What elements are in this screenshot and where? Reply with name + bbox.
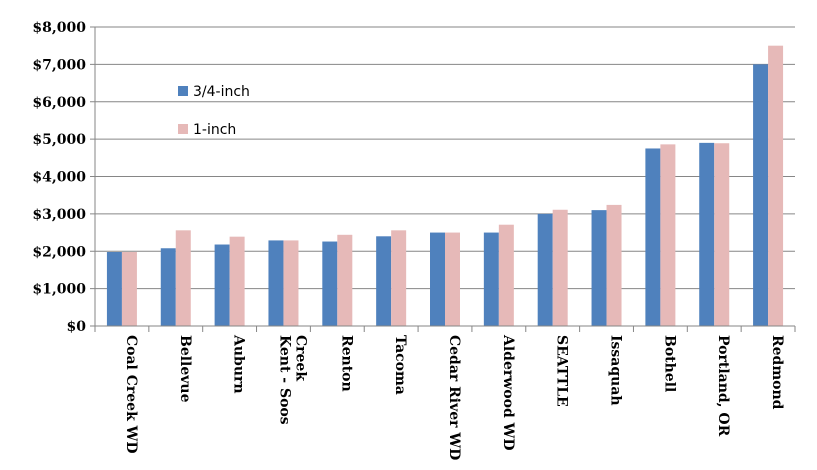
bar-one-inch xyxy=(175,230,191,326)
bar-three-quarter-inch xyxy=(483,232,499,326)
bar-three-quarter-inch xyxy=(214,244,230,326)
x-category-label: Coal Creek WD xyxy=(123,335,139,454)
bar-one-inch xyxy=(229,236,245,326)
bar-three-quarter-inch xyxy=(430,232,445,326)
bars xyxy=(106,45,784,326)
bar-three-quarter-inch xyxy=(699,142,715,326)
x-category-label: Alderwood WD xyxy=(500,334,516,451)
x-axis-labels: Coal Creek WD Bellevue Auburn Kent - Soos Cr… xyxy=(123,334,785,460)
x-category-label: Tacoma xyxy=(392,335,408,395)
y-tick-label: $5,000 xyxy=(32,132,86,148)
x-category-label: Auburn xyxy=(231,334,247,394)
bar-one-inch xyxy=(552,209,568,326)
x-category-label: Redmond xyxy=(769,335,785,410)
y-tick-label: $7,000 xyxy=(32,57,86,73)
x-category-label: Bothell xyxy=(661,335,677,392)
legend: 3/4-inch 1-inch xyxy=(178,84,250,138)
legend-swatch xyxy=(178,86,188,96)
bar-one-inch xyxy=(283,240,299,326)
y-tick-label: $0 xyxy=(67,319,87,335)
bar-one-inch xyxy=(121,251,137,326)
bar-one-inch xyxy=(391,230,407,326)
bar-one-inch xyxy=(660,144,676,326)
bar-three-quarter-inch xyxy=(322,241,338,326)
bar-one-inch xyxy=(714,143,730,326)
y-tick-label: $1,000 xyxy=(32,282,86,298)
x-axis xyxy=(94,325,796,332)
y-tick-label: $3,000 xyxy=(32,207,86,223)
bar-three-quarter-inch xyxy=(160,248,176,326)
legend-label: 3/4-inch xyxy=(193,84,250,100)
y-tick-label: $2,000 xyxy=(32,244,86,260)
bar-one-inch xyxy=(445,232,460,326)
x-category-label: Kent - Soos xyxy=(276,335,292,425)
legend-label: 1-inch xyxy=(193,122,236,138)
x-category-label: Creek xyxy=(292,335,308,381)
y-tick-label: $6,000 xyxy=(32,95,86,111)
y-axis: $0 $1,000 $2,000 $3,000 $4,000 $5,000 $6,000 $7… xyxy=(32,20,96,335)
bar-three-quarter-inch xyxy=(645,148,661,326)
x-category-label: Issaquah xyxy=(608,335,624,406)
bar-three-quarter-inch xyxy=(591,210,607,326)
legend-swatch xyxy=(178,124,188,134)
x-category-label: Portland, OR xyxy=(715,335,731,437)
y-tick-label: $4,000 xyxy=(32,170,86,186)
bar-three-quarter-inch xyxy=(376,236,392,326)
bar-three-quarter-inch xyxy=(106,251,122,326)
x-category-label: Bellevue xyxy=(177,335,193,403)
x-category-label: Cedar River WD xyxy=(446,335,462,460)
bar-one-inch xyxy=(606,204,622,326)
bar-one-inch xyxy=(498,224,514,326)
y-tick-label: $8,000 xyxy=(32,20,86,36)
gridlines xyxy=(95,26,795,290)
bar-one-inch xyxy=(337,234,353,326)
x-category-label: SEATTLE xyxy=(554,335,570,407)
bar-three-quarter-inch xyxy=(268,240,284,326)
bar-one-inch xyxy=(768,45,784,326)
bar-three-quarter-inch xyxy=(537,213,553,326)
bar-three-quarter-inch xyxy=(753,64,769,326)
x-category-label: Renton xyxy=(338,335,354,392)
